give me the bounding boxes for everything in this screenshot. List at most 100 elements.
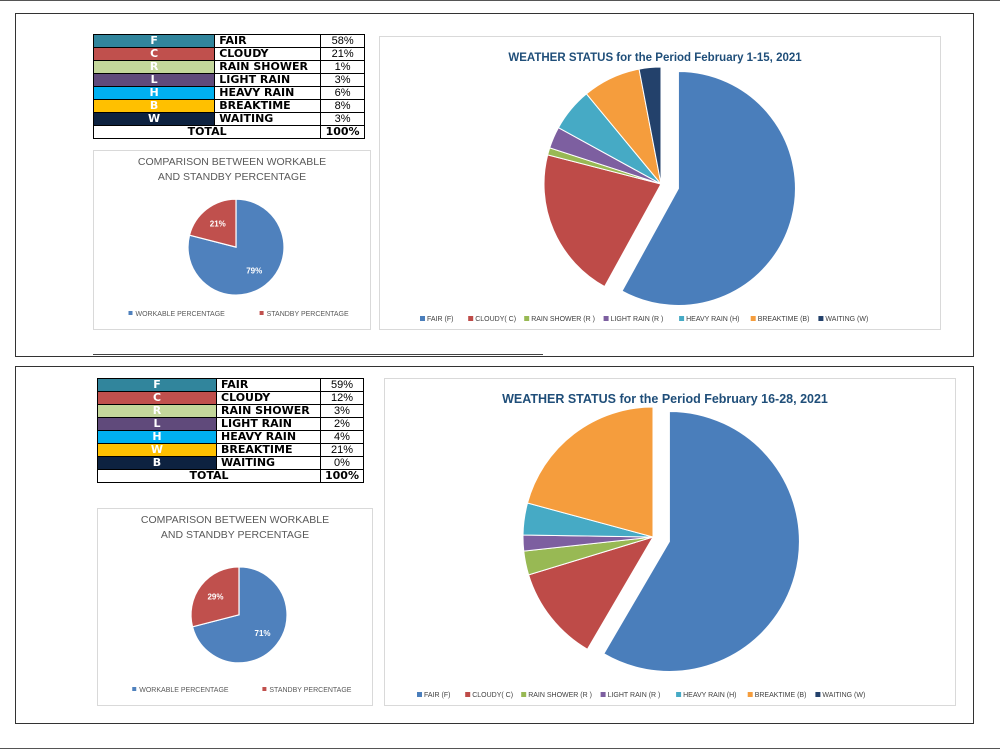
weather-status-chart-1: WEATHER STATUS for the Period February 1… <box>379 36 941 330</box>
legend-swatch-rain-shower-r <box>524 316 530 321</box>
data-label-workable-percentage: 79% <box>246 267 262 276</box>
weather-label-cell: HEAVY RAIN <box>214 86 322 100</box>
weather-percent-cell: 21% <box>320 47 365 61</box>
weather-label-cell: RAIN SHOWER <box>216 404 321 418</box>
chart-title-line: COMPARISON BETWEEN WORKABLE <box>138 156 326 168</box>
legend-swatch-heavy-rain-h <box>676 692 682 697</box>
weather-label-cell: FAIR <box>214 34 322 48</box>
weather-percent-cell: 59% <box>320 378 364 392</box>
total-row: TOTAL 100% <box>97 469 364 483</box>
table-row: F FAIR 58% <box>92 34 365 48</box>
chart-title: WEATHER STATUS for the Period February 1… <box>508 52 802 64</box>
total-percent: 100% <box>320 125 365 139</box>
legend-swatch-fair-f <box>417 692 422 697</box>
weather-code-cell: C <box>92 47 216 61</box>
legend-swatch-rain-shower-r <box>521 692 527 697</box>
table-row: L LIGHT RAIN 2% <box>97 417 364 431</box>
table-row: L LIGHT RAIN 3% <box>92 73 365 87</box>
pie-slice-workable-percentage <box>191 566 288 664</box>
total-percent: 100% <box>320 469 364 483</box>
legend-swatch-standby-percentage <box>259 311 264 315</box>
weather-percent-cell: 3% <box>320 73 365 87</box>
pie-slice-breaktime-b <box>526 406 654 538</box>
pie-slice-cloudy-c <box>543 154 662 288</box>
weather-label-cell: CLOUDY <box>214 47 322 61</box>
weather-code-cell: R <box>97 404 217 418</box>
table-row: B BREAKTIME 8% <box>92 99 365 113</box>
pie-slice-workable-percentage <box>187 198 285 296</box>
pie-slice-waiting-w <box>638 66 662 185</box>
separator-line <box>93 354 543 355</box>
weather-code-table-1: F FAIR 58% C CLOUDY 21% R RAIN SHOWER 1% L LIGHT R… <box>92 34 365 139</box>
legend-label-breaktime-b: BREAKTIME (B) <box>755 692 807 699</box>
table-row: B WAITING 0% <box>97 456 364 470</box>
pie-slice-fair-f <box>621 70 796 306</box>
table-row: W WAITING 3% <box>92 112 365 126</box>
legend-label-fair-f: FAIR (F) <box>427 316 453 323</box>
weather-percent-cell: 3% <box>320 404 364 418</box>
legend-swatch-standby-percentage <box>262 687 267 691</box>
table-row: W BREAKTIME 21% <box>97 443 364 457</box>
legend-swatch-cloudy-c <box>468 316 474 321</box>
weather-label-cell: WAITING <box>216 456 321 470</box>
weather-percent-cell: 58% <box>320 34 365 48</box>
pie-slice-fair-f <box>603 410 800 672</box>
total-label: TOTAL <box>97 469 321 483</box>
weather-label-cell: HEAVY RAIN <box>216 430 321 444</box>
legend-swatch-waiting-w <box>815 692 821 697</box>
page-bottom-rule <box>0 748 1000 749</box>
weather-label-cell: RAIN SHOWER <box>214 60 322 74</box>
legend-label-fair-f: FAIR (F) <box>424 692 450 699</box>
legend-label-standby-percentage: STANDBY PERCENTAGE <box>269 687 351 694</box>
legend-label-rain-shower-r: RAIN SHOWER (R ) <box>531 316 595 323</box>
legend-label-workable-percentage: WORKABLE PERCENTAGE <box>136 311 226 318</box>
weather-code-cell: H <box>92 86 216 100</box>
weather-percent-cell: 4% <box>320 430 364 444</box>
legend-label-breaktime-b: BREAKTIME (B) <box>758 316 810 323</box>
data-label-workable-percentage: 71% <box>255 629 271 638</box>
legend-swatch-workable-percentage <box>128 311 133 315</box>
pie-slice-cloudy-c <box>528 536 655 650</box>
table-row: R RAIN SHOWER 3% <box>97 404 364 418</box>
weather-percent-cell: 21% <box>320 443 364 457</box>
legend-swatch-light-rain-r <box>600 692 606 697</box>
legend-label-standby-percentage: STANDBY PERCENTAGE <box>267 311 349 318</box>
weather-label-cell: LIGHT RAIN <box>214 73 322 87</box>
weather-code-cell: R <box>92 60 216 74</box>
workable-standby-chart-1: COMPARISON BETWEEN WORKABLE AND STANDBY P… <box>93 150 371 330</box>
table-row: C CLOUDY 21% <box>92 47 365 61</box>
legend-label-cloudy-c: CLOUDY( C) <box>475 316 516 323</box>
data-label-standby-percentage: 29% <box>207 593 223 602</box>
weather-label-cell: BREAKTIME <box>214 99 322 113</box>
weather-code-cell: F <box>97 378 217 392</box>
weather-code-table-2: F FAIR 59% C CLOUDY 12% R RAIN SHOWER 3% L LIGHT R… <box>97 378 364 483</box>
weather-label-cell: CLOUDY <box>216 391 321 405</box>
legend-swatch-waiting-w <box>818 316 824 321</box>
table-row: H HEAVY RAIN 6% <box>92 86 365 100</box>
legend-label-rain-shower-r: RAIN SHOWER (R ) <box>528 692 592 699</box>
legend-label-heavy-rain-h: HEAVY RAIN (H) <box>686 316 739 323</box>
chart-title-line: COMPARISON BETWEEN WORKABLE <box>141 514 329 526</box>
pie-slice-standby-percentage <box>188 198 237 248</box>
weather-status-chart-2: WEATHER STATUS for the Period February 1… <box>384 378 956 706</box>
weather-code-cell: F <box>92 34 216 48</box>
legend-swatch-light-rain-r <box>603 316 609 321</box>
legend-label-workable-percentage: WORKABLE PERCENTAGE <box>139 687 229 694</box>
legend-swatch-heavy-rain-h <box>679 316 685 321</box>
weather-percent-cell: 0% <box>320 456 364 470</box>
legend-swatch-cloudy-c <box>465 692 471 697</box>
weather-percent-cell: 12% <box>320 391 364 405</box>
weather-status-pie-1: WEATHER STATUS for the Period February 1… <box>420 52 868 323</box>
legend-swatch-breaktime-b <box>750 316 756 321</box>
legend-label-heavy-rain-h: HEAVY RAIN (H) <box>683 692 736 699</box>
weather-percent-cell: 2% <box>320 417 364 431</box>
weather-code-cell: L <box>97 417 217 431</box>
weather-code-cell: C <box>97 391 217 405</box>
weather-status-pie-2: WEATHER STATUS for the Period February 1… <box>417 392 865 699</box>
weather-label-cell: FAIR <box>216 378 321 392</box>
legend-label-light-rain-r: LIGHT RAIN (R ) <box>611 316 664 323</box>
table-row: F FAIR 59% <box>97 378 364 392</box>
weather-label-cell: LIGHT RAIN <box>216 417 321 431</box>
workable-standby-pie-1: COMPARISON BETWEEN WORKABLE AND STANDBY P… <box>128 156 349 318</box>
legend-swatch-breaktime-b <box>747 692 753 697</box>
